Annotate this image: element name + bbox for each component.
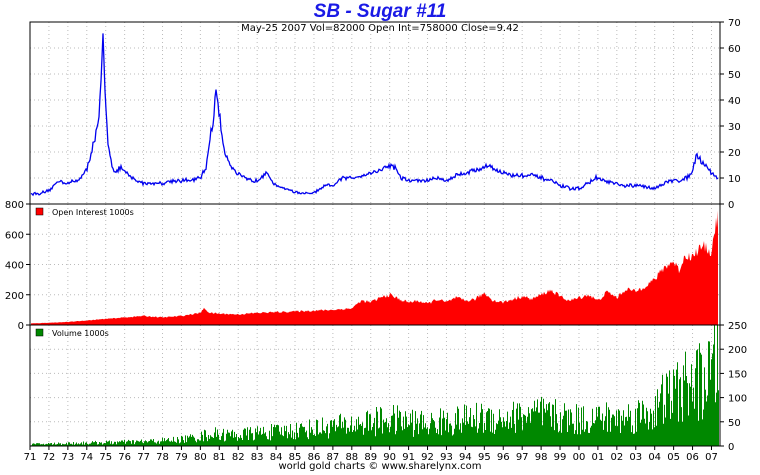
volume-ytick-label: 100 [728, 394, 747, 405]
x-tick-label: 07 [705, 452, 718, 463]
x-tick-label: 88 [345, 452, 358, 463]
x-tick-label: 87 [327, 452, 340, 463]
x-tick-label: 96 [497, 452, 510, 463]
volume-legend-swatch [35, 328, 44, 337]
x-tick-label: 80 [194, 452, 207, 463]
x-tick-label: 82 [232, 452, 245, 463]
x-tick-label: 05 [667, 452, 680, 463]
x-tick-label: 71 [24, 452, 37, 463]
x-tick-label: 86 [308, 452, 321, 463]
open-interest-ytick-label: 400 [5, 261, 24, 272]
price-ytick-label: 0 [728, 200, 734, 211]
chart-footer: world gold charts © www.sharelynx.com [278, 461, 482, 472]
x-tick-label: 89 [364, 452, 377, 463]
x-axis: 71 72 73 74 75 76 77 78 79 80 81 82 83 84 85 86 87 88 89 90… [24, 446, 718, 463]
x-tick-label: 03 [629, 452, 642, 463]
price-ytick-label: 50 [728, 70, 741, 81]
x-tick-label: 78 [156, 452, 169, 463]
x-tick-label: 79 [175, 452, 188, 463]
x-tick-label: 77 [137, 452, 150, 463]
x-tick-label: 98 [535, 452, 548, 463]
price-panel: 0 10 20 30 40 50 60 70 [29, 18, 741, 211]
price-ytick-label: 30 [728, 122, 741, 133]
price-line [30, 33, 719, 197]
volume-panel: 0 50 100 150 200 250 Volume 1000s [29, 321, 747, 453]
x-tick-label: 85 [289, 452, 302, 463]
price-ytick-label: 70 [728, 18, 741, 29]
x-tick-label: 00 [573, 452, 586, 463]
open-interest-ytick-label: 600 [5, 230, 24, 241]
x-tick-label: 75 [99, 452, 112, 463]
x-tick-label: 97 [516, 452, 529, 463]
volume-ytick-label: 150 [728, 369, 747, 380]
price-ytick-label: 10 [728, 174, 741, 185]
price-ytick-label: 20 [728, 148, 741, 159]
x-tick-label: 92 [421, 452, 434, 463]
volume-ytick-label: 200 [728, 345, 747, 356]
x-tick-label: 91 [402, 452, 415, 463]
x-tick-label: 83 [251, 452, 264, 463]
x-tick-label: 73 [61, 452, 74, 463]
price-ytick-label: 60 [728, 44, 741, 55]
x-tick-label: 99 [554, 452, 567, 463]
open-interest-ytick-label: 200 [5, 291, 24, 302]
x-tick-label: 90 [383, 452, 396, 463]
x-tick-label: 72 [43, 452, 56, 463]
chart-title: SB - Sugar #11 [313, 1, 447, 22]
x-tick-label: 95 [478, 452, 491, 463]
x-tick-label: 74 [80, 452, 93, 463]
x-tick-label: 02 [610, 452, 623, 463]
volume-legend-label: Volume 1000s [52, 329, 109, 338]
x-tick-label: 04 [648, 452, 661, 463]
volume-frame [29, 324, 721, 447]
price-ytick-label: 40 [728, 96, 741, 107]
x-tick-label: 94 [459, 452, 472, 463]
chart-subtitle: May-25 2007 Vol=82000 Open Int=758000 Cl… [241, 23, 519, 34]
open-interest-ytick-label: 800 [5, 200, 24, 211]
x-tick-label: 06 [686, 452, 699, 463]
open-interest-ytick-label: 0 [18, 321, 24, 332]
x-tick-label: 01 [592, 452, 605, 463]
x-tick-label: 81 [213, 452, 226, 463]
volume-ytick-label: 250 [728, 321, 747, 332]
open-interest-panel: 0 200 400 600 800 Open Interest 1000s [5, 200, 721, 332]
open-interest-area [31, 210, 718, 325]
x-tick-label: 84 [270, 452, 283, 463]
x-tick-label: 76 [118, 452, 131, 463]
volume-ytick-label: 50 [728, 418, 741, 429]
x-tick-label: 93 [440, 452, 453, 463]
volume-ytick-label: 0 [728, 442, 734, 453]
open-interest-legend-swatch [35, 207, 44, 216]
open-interest-legend-label: Open Interest 1000s [52, 208, 134, 217]
